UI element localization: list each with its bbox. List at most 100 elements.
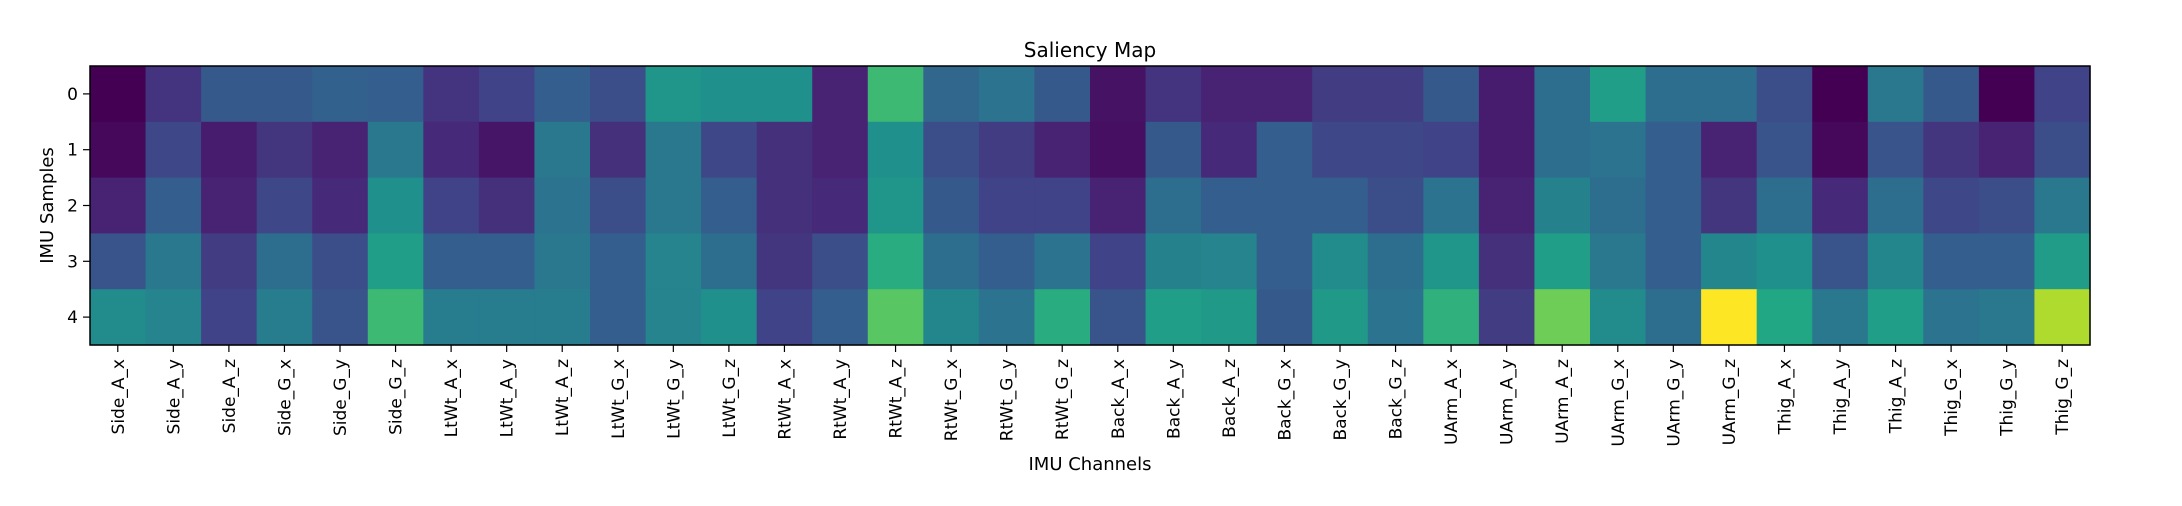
y-tick-label: 4 [67, 308, 78, 328]
heatmap-cell [1590, 66, 1647, 123]
heatmap-cell [1367, 66, 1424, 123]
heatmap-cell [701, 289, 758, 346]
heatmap-cell [1367, 289, 1424, 346]
x-tick-label: Side_G_x [275, 359, 295, 436]
heatmap-cell [423, 177, 480, 234]
heatmap-cell [201, 66, 258, 123]
heatmap-cell [423, 233, 480, 290]
heatmap-cell [1201, 233, 1258, 290]
x-tick-label: RtWt_A_z [887, 359, 907, 439]
heatmap-cell [1590, 177, 1647, 234]
x-tick-label: RtWt_A_y [831, 359, 851, 440]
heatmap-cell [1756, 289, 1813, 346]
x-tick-label: RtWt_G_y [998, 359, 1018, 441]
heatmap-cell [978, 66, 1036, 123]
heatmap-cell [701, 121, 758, 179]
heatmap-cell [1478, 121, 1536, 179]
heatmap-cell [312, 121, 369, 179]
heatmap-cell [90, 66, 147, 123]
heatmap-cell [312, 233, 369, 290]
heatmap-cell [923, 66, 980, 123]
heatmap-cell [256, 233, 313, 290]
heatmap-cell [756, 233, 813, 290]
heatmap-cell [756, 121, 813, 179]
heatmap-cell [1478, 66, 1536, 123]
heatmap-cell [1201, 66, 1258, 123]
heatmap-cell [1478, 289, 1536, 346]
heatmap-cell [1867, 177, 1924, 234]
x-tick-label: Side_A_x [109, 359, 129, 434]
heatmap-cell [590, 66, 647, 123]
x-axis-label: IMU Channels [1028, 454, 1151, 475]
heatmap-cell [1145, 66, 1202, 123]
x-tick-label: LtWt_G_z [720, 359, 740, 438]
heatmap-cell [1256, 121, 1313, 179]
heatmap-cell [1923, 233, 1980, 290]
heatmap-cell [867, 66, 924, 123]
heatmap-cell [367, 121, 424, 179]
heatmap-cell [2034, 177, 2091, 234]
heatmap-cell [256, 177, 313, 234]
heatmap-cell [923, 177, 980, 234]
x-axis-ticks: Side_A_x Side_A_y Side_A_z Side_G_x Side_G_y… [109, 345, 2073, 447]
heatmap-cell [478, 289, 536, 346]
heatmap-cell [812, 233, 869, 290]
heatmap-cell [1812, 233, 1869, 290]
heatmap-cell [1645, 177, 1702, 234]
heatmap-cell [1923, 289, 1980, 346]
heatmap-cell [701, 66, 758, 123]
x-tick-label: Side_A_y [164, 359, 184, 434]
heatmap-cell [1256, 233, 1313, 290]
x-tick-label: Back_A_y [1164, 359, 1184, 439]
heatmap-cell [145, 289, 202, 346]
heatmap-cell [2034, 121, 2091, 179]
heatmap-cell [423, 66, 480, 123]
heatmap-cell [145, 121, 202, 179]
heatmap-cell [1756, 66, 1813, 123]
heatmap-cell [145, 66, 202, 123]
heatmap-cell [812, 177, 869, 234]
x-tick-label: UArm_G_y [1664, 359, 1684, 447]
heatmap-cell [367, 177, 424, 234]
heatmap-cell [978, 121, 1036, 179]
y-axis-label: IMU Samples [37, 147, 58, 264]
x-tick-label: UArm_G_z [1720, 359, 1740, 445]
heatmap-cell [645, 233, 702, 290]
heatmap-cell [201, 233, 258, 290]
x-tick-label: Thig_G_x [1942, 359, 1962, 437]
heatmap-cell [812, 121, 869, 179]
heatmap-cell [1034, 289, 1091, 346]
x-tick-label: Thig_A_z [1887, 359, 1907, 434]
heatmap-cell [367, 66, 424, 123]
y-tick-label: 2 [67, 197, 78, 217]
heatmap-cell [1423, 177, 1480, 234]
heatmap-cell [1256, 289, 1313, 346]
heatmap-cell [756, 289, 813, 346]
heatmap-cell [2034, 66, 2091, 123]
heatmap-cell [1145, 289, 1202, 346]
heatmap-cell [1367, 233, 1424, 290]
x-tick-label: UArm_A_z [1553, 359, 1573, 444]
y-axis-ticks: 0 1 2 3 4 [67, 85, 90, 328]
x-tick-label: Side_G_y [331, 359, 351, 436]
heatmap-cell [1201, 121, 1258, 179]
x-tick-label: Back_G_y [1331, 359, 1351, 441]
x-tick-label: UArm_A_y [1498, 359, 1518, 445]
heatmap-cell [1590, 289, 1647, 346]
x-tick-label: UArm_G_x [1609, 359, 1629, 447]
x-tick-label: UArm_A_x [1442, 359, 1462, 445]
heatmap-cell [478, 66, 536, 123]
heatmap-cell [534, 177, 591, 234]
heatmap-cell [1645, 66, 1702, 123]
heatmap-cell [201, 177, 258, 234]
heatmap-cell [1312, 233, 1369, 290]
heatmap-cell [1312, 66, 1369, 123]
heatmap-cell [1423, 66, 1480, 123]
heatmap-cell [812, 289, 869, 346]
heatmap-cell [978, 177, 1036, 234]
heatmap-cell [1923, 177, 1980, 234]
heatmap-cell [534, 121, 591, 179]
heatmap-cell [145, 177, 202, 234]
heatmap-cell [1978, 233, 2036, 290]
heatmap-cell [423, 289, 480, 346]
